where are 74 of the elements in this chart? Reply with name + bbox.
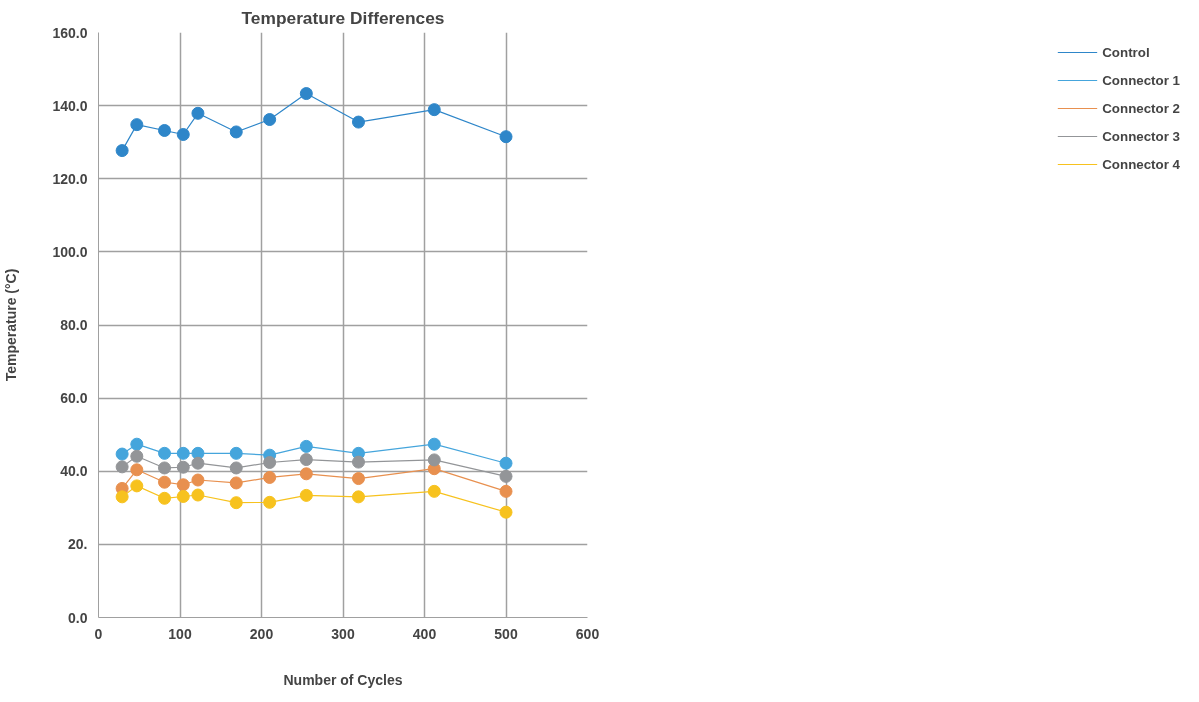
point (115, 490, 129, 504)
point (499, 456, 513, 470)
legend-label: Connector 3 (1102, 128, 1180, 144)
x-tick-label: 200 (249, 625, 274, 642)
x-tick-label: 0 (94, 625, 103, 642)
point (263, 455, 277, 469)
y-tick-label: 60.0 (60, 390, 88, 407)
point (499, 484, 513, 498)
point (158, 461, 172, 475)
x-tick-label: 600 (575, 625, 600, 642)
point (130, 118, 144, 132)
y-tick-label: 20. (68, 536, 88, 553)
point (130, 479, 144, 493)
point (176, 478, 190, 492)
legend-label: Connector 1 (1102, 72, 1180, 88)
point (351, 115, 365, 129)
y-tick-label: 160.0 (52, 24, 88, 41)
point (427, 484, 441, 498)
point (158, 446, 172, 460)
y-tick-label: 80.0 (60, 317, 88, 333)
point (158, 491, 172, 505)
point (130, 449, 144, 463)
legend-label: Control (1102, 44, 1150, 60)
x-tick-label: 100 (168, 625, 192, 642)
point (351, 472, 365, 486)
point (229, 476, 243, 490)
point (191, 456, 205, 470)
point (115, 144, 129, 158)
point (299, 488, 313, 502)
point (158, 124, 172, 137)
point (263, 470, 277, 484)
point (191, 106, 205, 120)
point (229, 446, 243, 460)
point (115, 460, 129, 474)
point (427, 453, 441, 467)
point (229, 461, 243, 475)
chart-title: Temperature Differences (241, 7, 445, 28)
y-tick-label: 0.0 (68, 609, 88, 626)
point (176, 128, 190, 141)
point (191, 473, 205, 487)
y-tick-label: 140.0 (52, 97, 88, 114)
point (299, 439, 313, 453)
point (299, 87, 313, 101)
point (351, 455, 365, 469)
point (427, 437, 441, 451)
point (299, 467, 313, 481)
x-tick-label: 300 (331, 625, 355, 642)
x-tick-label: 400 (412, 625, 437, 642)
point (191, 488, 205, 502)
point (499, 469, 513, 483)
x-axis-title: Number of Cycles (283, 671, 403, 688)
point (115, 447, 129, 461)
point (130, 463, 144, 477)
x-tick-label: 500 (494, 625, 518, 642)
point (499, 505, 513, 519)
point (351, 490, 365, 504)
point (176, 446, 190, 460)
y-tick-label: 120.0 (52, 170, 88, 187)
point (176, 489, 190, 503)
point (263, 113, 277, 127)
point (229, 125, 243, 139)
point (263, 495, 277, 509)
point (427, 103, 441, 117)
legend-label: Connector 4 (1102, 156, 1180, 172)
y-axis-title: Temperature (°C) (3, 268, 20, 382)
point (229, 496, 243, 510)
y-tick-label: 40.0 (60, 463, 88, 480)
point (499, 130, 513, 144)
point (299, 453, 313, 467)
point (158, 475, 172, 489)
point (176, 460, 190, 474)
legend-label: Connector 2 (1102, 100, 1180, 116)
y-tick-label: 100.0 (52, 243, 88, 260)
point (130, 437, 144, 451)
